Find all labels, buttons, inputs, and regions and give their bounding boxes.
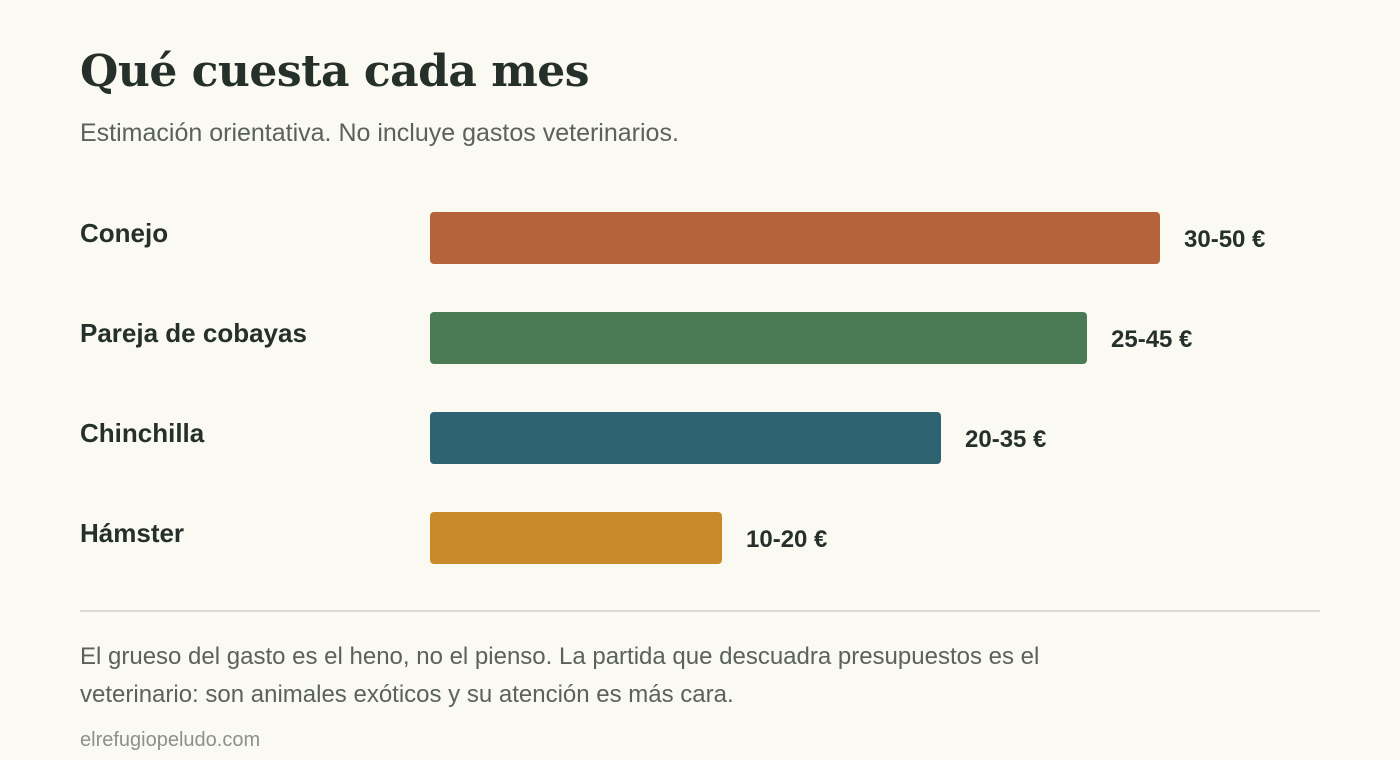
bar bbox=[430, 512, 722, 564]
bar-row: Hámster 10-20 € bbox=[0, 512, 1400, 564]
divider bbox=[80, 610, 1320, 612]
category-label: Pareja de cobayas bbox=[80, 318, 307, 348]
bar-value-label: 30-50 € bbox=[1184, 226, 1266, 253]
bar bbox=[430, 212, 1160, 264]
bar bbox=[430, 312, 1087, 364]
bar-row: Conejo 30-50 € bbox=[0, 212, 1400, 264]
category-label: Hámster bbox=[80, 518, 185, 548]
bar-value-label: 25-45 € bbox=[1111, 326, 1193, 353]
cost-bar-chart: Conejo 30-50 € Pareja de cobayas 25-45 € Chi… bbox=[0, 212, 1400, 564]
source-credit: elrefugiopeludo.com bbox=[80, 729, 261, 751]
footnote: El grueso del gasto es el heno, no el pi… bbox=[80, 643, 1040, 708]
bar-value-label: 20-35 € bbox=[965, 426, 1047, 453]
bar-value-label: 10-20 € bbox=[746, 526, 828, 553]
bar-row: Pareja de cobayas 25-45 € bbox=[0, 312, 1400, 364]
category-label: Conejo bbox=[80, 218, 169, 248]
page-subtitle: Estimación orientativa. No incluye gasto… bbox=[80, 119, 679, 147]
category-label: Chinchilla bbox=[80, 418, 205, 448]
bar bbox=[430, 412, 941, 464]
page-title: Qué cuesta cada mes bbox=[80, 46, 590, 97]
bar-row: Chinchilla 20-35 € bbox=[0, 412, 1400, 464]
